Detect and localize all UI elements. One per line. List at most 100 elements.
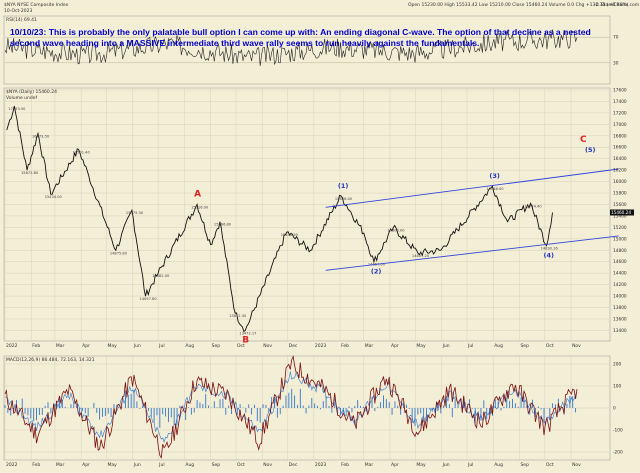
- x-tick-label: Aug: [494, 462, 503, 468]
- price-tick-label: 16400: [613, 156, 627, 162]
- rsi-line: [4, 29, 578, 67]
- x-tick-label: Jul: [467, 343, 473, 349]
- x-tick-label: Sep: [212, 343, 221, 349]
- symbol: $NYA: [4, 3, 16, 8]
- macd-label: MACD(12,26,9) 86.484, 72.163, 14.321: [6, 357, 95, 363]
- macd-tick-label: 0: [613, 406, 616, 412]
- price-data-label: 15306.00: [387, 228, 405, 232]
- x-tick-label: Jul: [158, 343, 164, 349]
- price-tick-label: 16000: [613, 179, 627, 185]
- rsi-tick-label: 30: [613, 60, 619, 66]
- signal-line: [4, 371, 578, 443]
- price-tick-label: 14400: [613, 271, 627, 277]
- price-tick-label: 14800: [613, 248, 627, 254]
- x-tick-label: 2022: [6, 343, 18, 349]
- price-tick-label: 14000: [613, 294, 627, 300]
- price-tick-label: 17000: [613, 122, 627, 128]
- x-tick-label: Jun: [133, 462, 141, 468]
- x-tick-label: Jul: [158, 462, 164, 468]
- wave-label: C: [580, 135, 587, 145]
- x-tick-label: Feb: [341, 343, 349, 349]
- x-tick-label: Oct: [546, 343, 554, 349]
- price-layer: 17353.50 15872.80 16773.50 15434.00 16501.40…: [6, 105, 619, 345]
- price-tick-label: 16200: [613, 168, 627, 174]
- price-tick-label: 13800: [613, 305, 627, 311]
- price-tick-label: 15000: [613, 236, 627, 242]
- price-data-label: 14097.60: [139, 297, 157, 301]
- x-tick-label: Sep: [520, 462, 529, 468]
- price-data-label: 15366.80: [214, 223, 232, 227]
- macd-tick-label: 100: [613, 384, 621, 390]
- x-tick-label: Feb: [341, 462, 349, 468]
- wave-trendline: [325, 235, 619, 271]
- x-tick-label: Nov: [572, 462, 581, 468]
- price-tick-label: 16600: [613, 145, 627, 151]
- x-tick-label: Aug: [185, 343, 194, 349]
- price-data-label: 16046.00: [486, 187, 504, 191]
- x-tick-label: Sep: [520, 343, 529, 349]
- price-tick-label: 17600: [613, 88, 627, 94]
- x-tick-label: 2023: [315, 343, 327, 349]
- price-data-label: 15916.00: [191, 205, 209, 209]
- x-tick-label: Nov: [263, 462, 272, 468]
- price-data-label: 14830.16: [541, 247, 559, 251]
- x-tick-label: 2022: [6, 462, 18, 468]
- wave-trendline: [325, 168, 619, 208]
- x-tick-label: May: [108, 462, 118, 468]
- price-data-label: 15434.00: [45, 195, 63, 199]
- wave-label: A: [194, 189, 201, 199]
- x-tick-label: Feb: [32, 343, 40, 349]
- price-data-label: 15744.40: [524, 204, 542, 208]
- price-panel-frame: [3, 87, 611, 342]
- x-tick-label: Mar: [365, 343, 374, 349]
- x-tick-label: Aug: [185, 462, 194, 468]
- price-tick-label: 14600: [613, 259, 627, 265]
- macd-line: [4, 355, 578, 459]
- wave-label: (2): [371, 268, 381, 276]
- last-price-label: 15460.24: [611, 210, 631, 215]
- price-data-label: 15872.80: [21, 171, 39, 175]
- x-tick-label: Jun: [133, 343, 141, 349]
- x-tick-label: Aug: [494, 343, 503, 349]
- price-data-label: 16501.40: [73, 151, 91, 155]
- x-tick-label: Jul: [467, 462, 473, 468]
- x-tick-label: Oct: [237, 343, 245, 349]
- price-data-label: 15806.40: [335, 197, 353, 201]
- price-tick-label: 17200: [613, 110, 627, 116]
- symbol-title: $NYA NYSE Composite Index: [4, 3, 68, 8]
- last-price-marker: [610, 209, 634, 216]
- macd-tick-label: -200: [613, 450, 623, 456]
- price-data-label: 16773.50: [32, 135, 50, 139]
- quote-line: Open 15230.00 High 15533.42 Low 15210.00…: [408, 3, 629, 8]
- x-tick-label: Feb: [32, 462, 40, 468]
- wave-label: (4): [544, 252, 554, 260]
- site-credit: © StockCharts.com: [595, 3, 640, 8]
- x-tick-label: Sep: [212, 462, 221, 468]
- price-data-label: 14875.80: [110, 251, 128, 255]
- price-data-label: 17353.50: [8, 107, 26, 111]
- x-tick-label: Dec: [289, 462, 298, 468]
- price-label: $NYA (Daily) 15460.24: [6, 89, 57, 95]
- analysis-note: 10/10/23: This is probably the only pala…: [10, 27, 591, 48]
- x-tick-label: Apr: [391, 343, 399, 349]
- price-tick-label: 15800: [613, 191, 627, 197]
- price-tick-label: 15200: [613, 225, 627, 231]
- x-tick-label: Nov: [572, 343, 581, 349]
- price-line: [6, 105, 553, 333]
- x-tick-label: Jun: [442, 462, 450, 468]
- index-name: NYSE Composite Index: [17, 3, 69, 8]
- macd-layer: [4, 355, 578, 459]
- price-tick-label: 14200: [613, 282, 627, 288]
- price-data-label: 14382.00: [152, 274, 170, 278]
- macd-tick-label: 200: [613, 362, 621, 368]
- x-tick-label: 2023: [315, 462, 327, 468]
- price-data-label: 15148.50: [281, 233, 299, 237]
- x-tick-label: Mar: [365, 462, 374, 468]
- wave-label: (3): [489, 172, 499, 180]
- x-tick-label: May: [108, 343, 118, 349]
- volume-label: Volume undef: [6, 95, 37, 101]
- wave-label: B: [242, 335, 249, 345]
- wave-label: (1): [338, 182, 348, 190]
